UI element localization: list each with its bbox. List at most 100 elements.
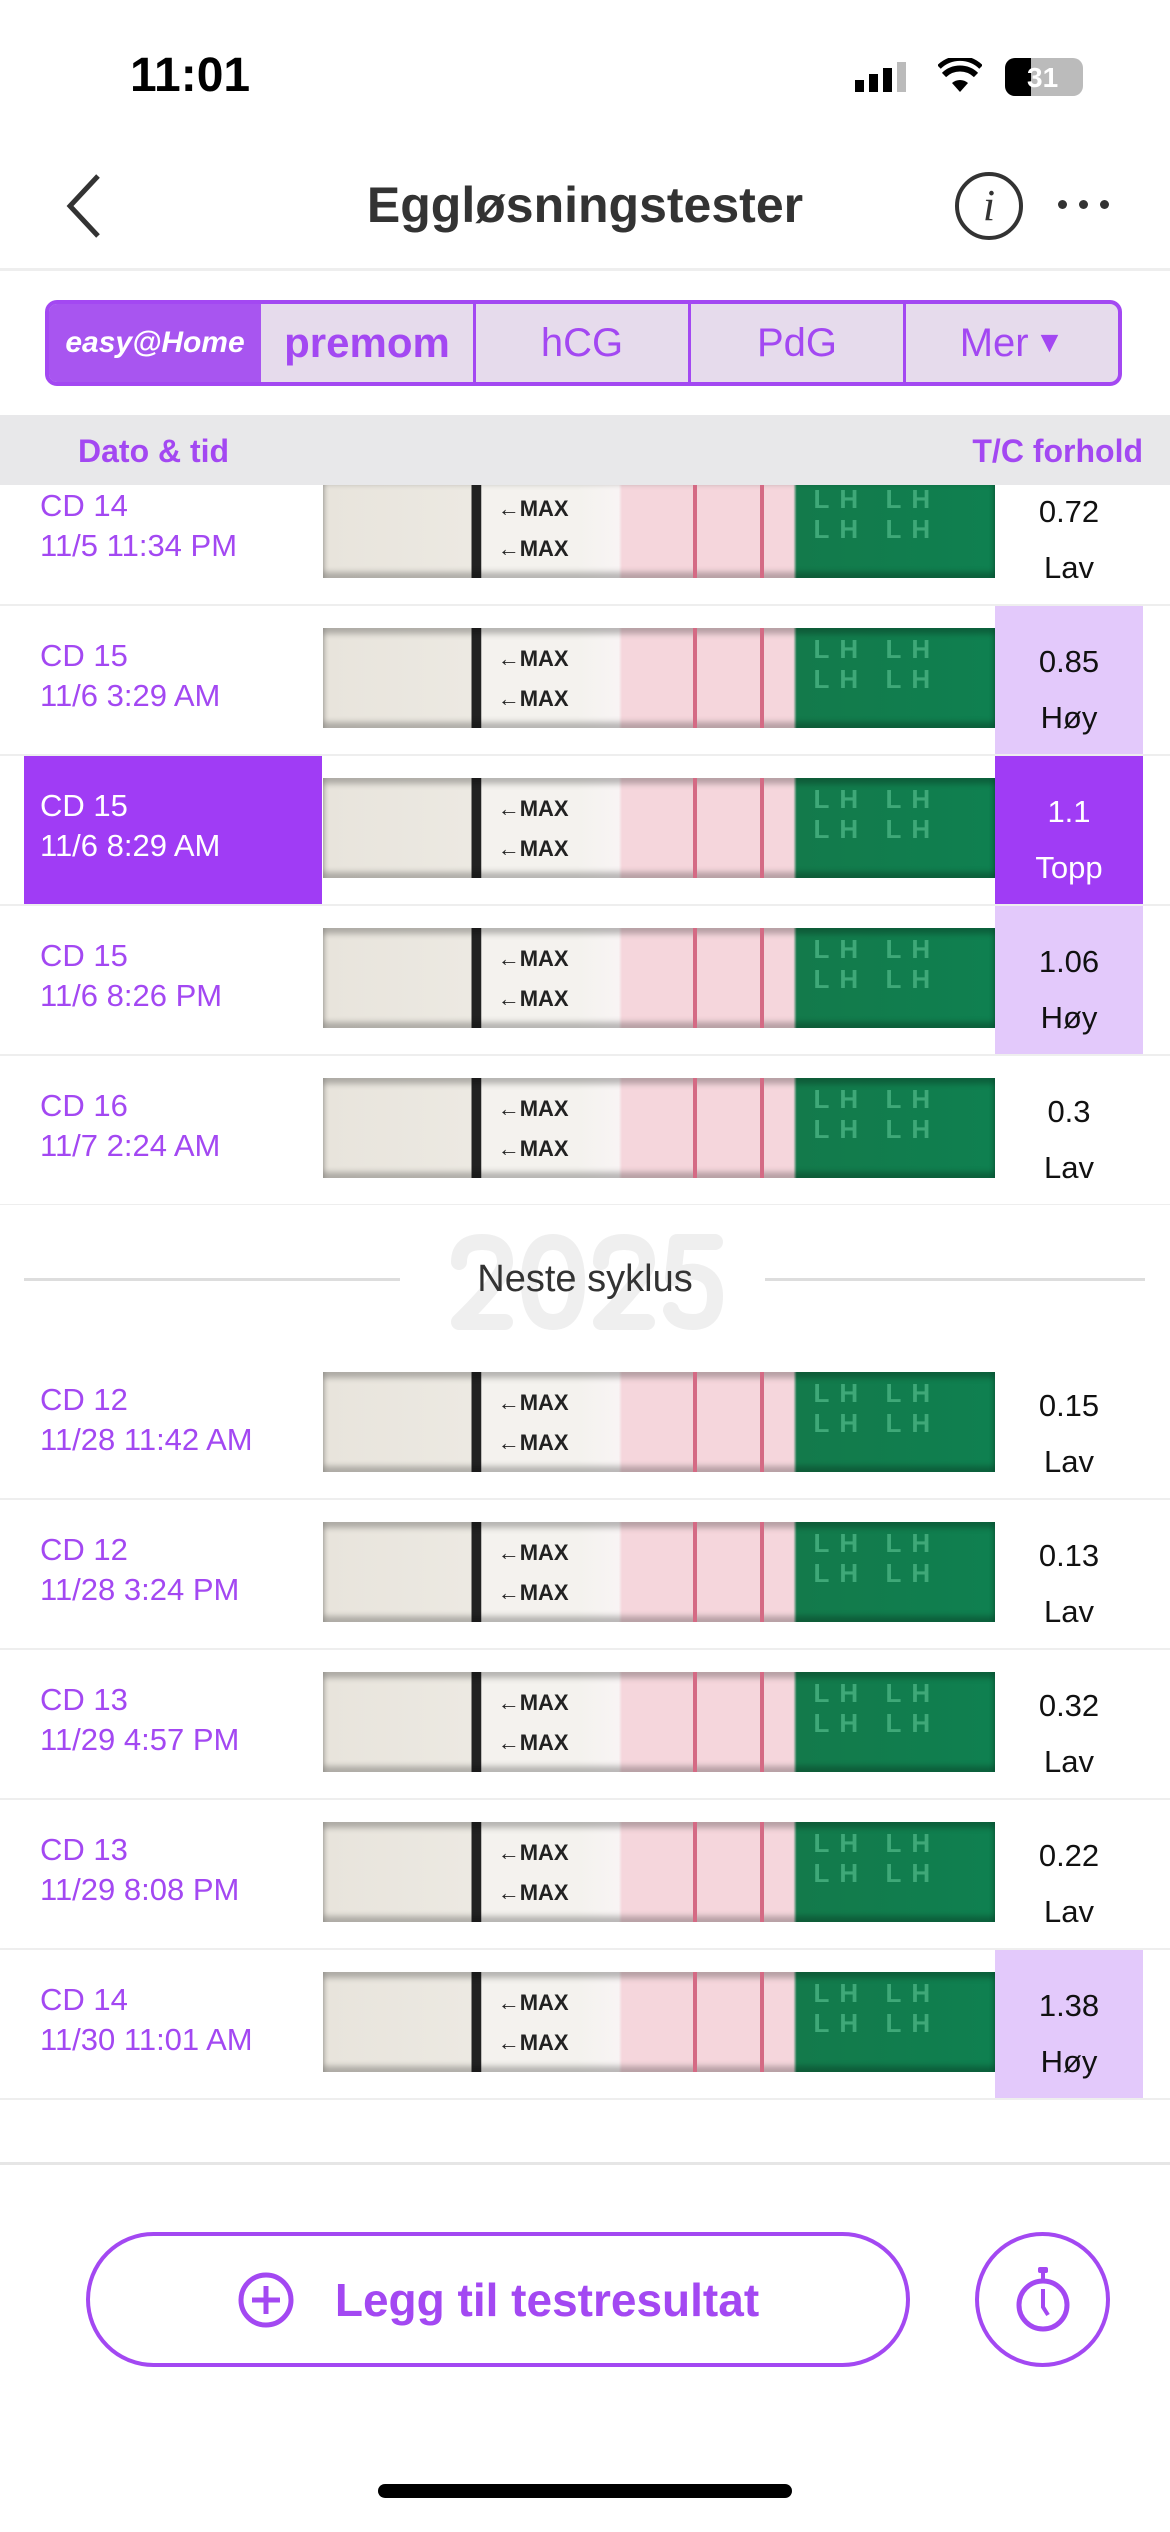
plus-circle-icon xyxy=(238,2272,294,2327)
test-row[interactable]: CD 14 11/5 11:34 PM ←MAX ←MAX LH LH LH LH 0.72… xyxy=(0,485,1170,606)
bottom-divider xyxy=(0,2162,1170,2165)
cycle-day: CD 15 xyxy=(40,788,128,823)
test-line xyxy=(692,1972,697,2072)
lh-level: Lav xyxy=(1044,1894,1094,1929)
test-row[interactable]: CD 15 11/6 8:29 AM ←MAX ←MAX LH LH LH LH 1.1 To… xyxy=(0,756,1170,906)
tc-ratio: 1.38 xyxy=(1038,1988,1100,2023)
add-test-result-label: Legg til testresultat xyxy=(334,2273,760,2326)
add-test-result-button[interactable]: Legg til testresultat xyxy=(86,2232,910,2367)
stopwatch-icon xyxy=(1016,2266,1069,2331)
home-indicator xyxy=(378,2484,792,2498)
control-line xyxy=(759,1822,764,1922)
ratio-cell: 1.1 Topp xyxy=(995,756,1143,904)
lh-label: LH LH LH LH xyxy=(813,485,941,544)
max-label: ←MAX xyxy=(497,1580,569,1605)
test-row[interactable]: CD 15 11/6 3:29 AM ←MAX ←MAX LH LH LH LH 0.85 H… xyxy=(0,606,1170,756)
ratio-column-header: T/C forhold xyxy=(972,433,1143,469)
date-cell: CD 14 11/5 11:34 PM xyxy=(24,485,322,604)
back-chevron-icon[interactable] xyxy=(62,172,108,240)
tab-easyathome[interactable]: easy@Home xyxy=(49,304,261,382)
max-label: ←MAX xyxy=(497,1430,569,1455)
tab-hcg[interactable]: hCG xyxy=(473,304,688,382)
test-datetime: 11/28 3:24 PM xyxy=(40,1572,240,1607)
test-datetime: 11/28 11:42 AM xyxy=(40,1422,253,1457)
max-label: ←MAX xyxy=(497,1390,569,1415)
test-row[interactable]: CD 12 11/28 3:24 PM ←MAX ←MAX LH LH LH LH 0.13… xyxy=(0,1500,1170,1650)
test-line xyxy=(692,1078,697,1178)
max-label: ←MAX xyxy=(497,686,569,711)
test-datetime: 11/6 3:29 AM xyxy=(40,678,221,713)
cycle-day: CD 13 xyxy=(40,1682,128,1717)
cycle-separator: Neste syklus xyxy=(0,1234,1170,1330)
max-label: ←MAX xyxy=(497,1730,569,1755)
cycle-day: CD 16 xyxy=(40,1088,128,1123)
test-row[interactable]: CD 13 11/29 4:57 PM ←MAX ←MAX LH LH LH LH 0.32… xyxy=(0,1650,1170,1800)
tab-pdg[interactable]: PdG xyxy=(688,304,903,382)
ratio-cell: 0.3 Lav xyxy=(995,1056,1143,1204)
test-line xyxy=(692,628,697,728)
control-line xyxy=(759,1522,764,1622)
ratio-cell: 0.85 Høy xyxy=(995,606,1143,754)
date-cell: CD 14 11/30 11:01 AM xyxy=(24,1950,322,2098)
tc-ratio: 0.3 xyxy=(1047,1094,1091,1129)
info-icon[interactable]: i xyxy=(955,172,1023,240)
control-line xyxy=(759,1672,764,1772)
test-datetime: 11/5 11:34 PM xyxy=(40,528,238,563)
control-line xyxy=(759,1372,764,1472)
lh-level: Lav xyxy=(1044,1150,1094,1185)
control-line xyxy=(759,928,764,1028)
lh-level: Lav xyxy=(1044,1444,1094,1479)
lh-level: Høy xyxy=(1040,2044,1098,2079)
page-title: Eggløsningstester xyxy=(366,177,804,233)
test-datetime: 11/29 4:57 PM xyxy=(40,1722,240,1757)
test-strip-image: ←MAX ←MAX LH LH LH LH xyxy=(323,1372,995,1472)
timer-button[interactable] xyxy=(975,2232,1110,2367)
max-label: ←MAX xyxy=(497,1840,569,1865)
test-line xyxy=(692,485,697,578)
test-strip-image: ←MAX ←MAX LH LH LH LH xyxy=(323,928,995,1028)
max-label: ←MAX xyxy=(497,836,569,861)
test-row[interactable]: CD 14 11/30 11:01 AM ←MAX ←MAX LH LH LH LH 1.3… xyxy=(0,1950,1170,2100)
cycle-list-current: CD 14 11/5 11:34 PM ←MAX ←MAX LH LH LH LH 0.72… xyxy=(0,485,1170,1205)
lh-level: Lav xyxy=(1044,1594,1094,1629)
date-cell: CD 12 11/28 11:42 AM xyxy=(24,1350,322,1498)
max-label: ←MAX xyxy=(497,1136,569,1161)
max-label: ←MAX xyxy=(497,646,569,671)
separator-line xyxy=(24,1278,400,1281)
test-row[interactable]: CD 15 11/6 8:26 PM ←MAX ←MAX LH LH LH LH 1.06 H… xyxy=(0,906,1170,1056)
tab-more-label: Mer xyxy=(959,320,1029,365)
test-line xyxy=(692,928,697,1028)
cycle-day: CD 14 xyxy=(40,1982,128,2017)
cycle-day: CD 15 xyxy=(40,638,128,673)
ratio-cell: 0.72 Lav xyxy=(995,485,1143,604)
ratio-cell: 0.15 Lav xyxy=(995,1350,1143,1498)
test-strip-image: ←MAX ←MAX LH LH LH LH xyxy=(323,1522,995,1622)
tc-ratio: 1.1 xyxy=(1047,794,1091,829)
lh-level: Topp xyxy=(1035,850,1103,885)
max-label: ←MAX xyxy=(497,796,569,821)
test-strip-image: ←MAX ←MAX LH LH LH LH xyxy=(323,628,995,728)
lh-label: LH LH LH LH xyxy=(813,1678,941,1738)
lh-level: Høy xyxy=(1040,700,1098,735)
test-row[interactable]: CD 13 11/29 8:08 PM ←MAX ←MAX LH LH LH LH 0.22… xyxy=(0,1800,1170,1950)
test-datetime: 11/6 8:26 PM xyxy=(40,978,223,1013)
lh-label: LH LH LH LH xyxy=(813,1528,941,1588)
test-row[interactable]: CD 12 11/28 11:42 AM ←MAX ←MAX LH LH LH LH 0.1… xyxy=(0,1350,1170,1500)
tab-more[interactable]: Mer ▼ xyxy=(903,304,1118,382)
cycle-day: CD 12 xyxy=(40,1532,128,1567)
more-options-icon[interactable] xyxy=(1058,200,1109,209)
test-row[interactable]: CD 16 11/7 2:24 AM ←MAX ←MAX LH LH LH LH 0.3 La… xyxy=(0,1056,1170,1205)
test-line xyxy=(692,1672,697,1772)
separator-line xyxy=(765,1278,1145,1281)
control-line xyxy=(759,1078,764,1178)
ratio-cell: 0.32 Lav xyxy=(995,1650,1143,1798)
test-strip-image: ←MAX ←MAX LH LH LH LH xyxy=(323,778,995,878)
date-cell: CD 13 11/29 8:08 PM xyxy=(24,1800,322,1948)
test-line xyxy=(692,1822,697,1922)
battery-icon: 31 xyxy=(1005,58,1083,96)
control-line xyxy=(759,628,764,728)
lh-label: LH LH LH LH xyxy=(813,634,941,694)
tab-premom[interactable]: premom xyxy=(284,319,450,366)
table-header: Dato & tid T/C forhold xyxy=(0,415,1170,485)
cycle-day: CD 13 xyxy=(40,1832,128,1867)
